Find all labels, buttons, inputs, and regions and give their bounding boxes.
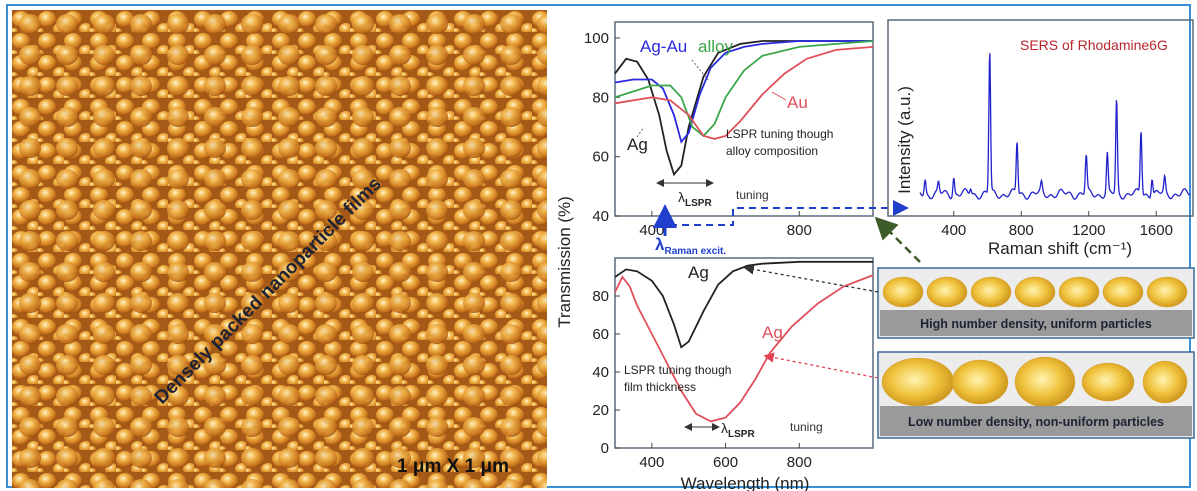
uniform-particles — [882, 276, 1188, 308]
chart-sers-series — [919, 53, 1191, 200]
nanoparticle — [881, 357, 955, 407]
particles-nonuniform-substrate — [880, 406, 1192, 436]
label-alloy-pointer — [691, 59, 709, 81]
afm-scale: 1 μm X 1 μm — [397, 456, 509, 477]
sers-spectrum — [919, 53, 1191, 200]
nanoparticle — [1058, 276, 1100, 308]
annotation-thickness-1: LSPR tuning though — [624, 363, 731, 377]
green-dashed-arrow — [874, 216, 921, 263]
series-line-1 — [614, 274, 874, 423]
nanoparticle — [1102, 276, 1144, 308]
chart-thickness-x-ticks: 400 600 800 — [639, 443, 812, 471]
uniform-caption: High number density, uniform particles — [920, 317, 1152, 331]
x-tick-label: 400 — [639, 454, 664, 471]
raman-subscript: Raman excit. — [664, 246, 726, 257]
chart-thickness-y-ticks: 0 20 40 60 80 — [592, 288, 620, 457]
lambda-lspr-label-2: λLSPR — [721, 420, 755, 440]
transmission-axis-label: Transmission (%) — [555, 196, 574, 328]
raman-excitation-label: λRaman excit. — [655, 235, 726, 257]
x-tick-label: 1600 — [1140, 222, 1173, 239]
sers-title: SERS of Rhodamine6G — [1020, 37, 1168, 53]
y-tick-label: 80 — [592, 89, 609, 106]
label-alloy: Ag-Au alloy — [640, 37, 733, 56]
nonuniform-caption: Low number density, non-uniform particle… — [908, 415, 1164, 429]
lambda-lspr-label: λLSPR — [678, 189, 712, 209]
x-tick-label: 400 — [941, 222, 966, 239]
red-dashed-arrow — [763, 352, 879, 379]
chart-sers-frame — [887, 19, 1194, 217]
nanoparticle — [1081, 362, 1135, 402]
label-ag: Ag — [627, 135, 648, 154]
particles-nonuniform: Low number density, non-uniform particle… — [877, 351, 1195, 439]
nanoparticle — [882, 276, 924, 308]
tuning-label: tuning — [736, 188, 769, 202]
y-tick-label: 60 — [592, 149, 609, 166]
annotation-alloy-2: alloy composition — [726, 144, 818, 158]
particles-uniform: High number density, uniform particles — [877, 267, 1195, 339]
y-tick-label: 0 — [601, 440, 609, 457]
annotation-thickness-2: film thickness — [624, 380, 696, 394]
y-tick-label: 60 — [592, 326, 609, 343]
tuning-label-2: tuning — [790, 420, 823, 434]
y-tick-label: 40 — [592, 208, 609, 225]
nanoparticle — [1146, 276, 1188, 308]
label-ag-red: Ag — [762, 323, 783, 342]
chart-alloy-series — [614, 40, 874, 177]
nanoparticle — [970, 276, 1012, 308]
label-au-pointer — [771, 91, 787, 101]
series-line-0 — [614, 40, 873, 177]
raman-lambda: λ — [655, 235, 665, 254]
x-tick-label: 800 — [787, 222, 812, 239]
chart-alloy-y-ticks: 40 60 80 100 — [584, 30, 620, 225]
y-tick-label: 20 — [592, 402, 609, 419]
annotation-alloy-1: LSPR tuning though — [726, 127, 833, 141]
x-tick-label: 1200 — [1072, 222, 1105, 239]
nanoparticle — [951, 359, 1009, 405]
lambda-subscript: LSPR — [685, 198, 712, 209]
chart-thickness-frame — [614, 257, 874, 449]
label-alloy-prefix: Ag-Au — [640, 37, 687, 56]
y-tick-label: 80 — [592, 288, 609, 305]
chart-thickness: 0 20 40 60 80 400 600 800 Ag Ag LSPR tuning th… — [592, 257, 874, 491]
x-tick-label: 600 — [713, 454, 738, 471]
thickness-xlabel: Wavelength (nm) — [681, 474, 810, 491]
chart-sers: SERS of Rhodamine6G Intensity (a.u.) 400… — [887, 19, 1194, 258]
sers-ylabel: Intensity (a.u.) — [895, 86, 914, 194]
particles-uniform-substrate — [880, 310, 1192, 336]
series-line-3 — [614, 46, 874, 140]
nanoparticle — [1142, 360, 1188, 404]
y-tick-label: 100 — [584, 30, 609, 47]
chart-thickness-series — [614, 260, 874, 423]
nanoparticle — [926, 276, 968, 308]
chart-alloy-frame — [614, 21, 874, 217]
series-line-2 — [614, 40, 874, 138]
nanoparticle — [1014, 276, 1056, 308]
lambda-subscript-2: LSPR — [728, 429, 755, 440]
black-dashed-arrow — [743, 264, 879, 293]
chart-sers-x-ticks: 400 800 1200 1600 — [941, 211, 1173, 239]
x-tick-label: 800 — [787, 454, 812, 471]
label-au: Au — [787, 93, 808, 112]
afm-image: Densely packed nanoparticle films 1 μm X… — [12, 10, 547, 488]
series-line-0 — [614, 260, 873, 349]
x-tick-label: 800 — [1009, 222, 1034, 239]
label-alloy-suffix: alloy — [698, 37, 733, 56]
lambda-symbol-2: λ — [721, 420, 728, 436]
lambda-symbol: λ — [678, 189, 685, 205]
series-line-1 — [614, 40, 873, 144]
nonuniform-particles — [881, 356, 1188, 408]
sers-xlabel: Raman shift (cm⁻¹) — [988, 239, 1132, 258]
y-tick-label: 40 — [592, 364, 609, 381]
nanoparticle — [1014, 356, 1076, 408]
label-ag-black: Ag — [688, 263, 709, 282]
